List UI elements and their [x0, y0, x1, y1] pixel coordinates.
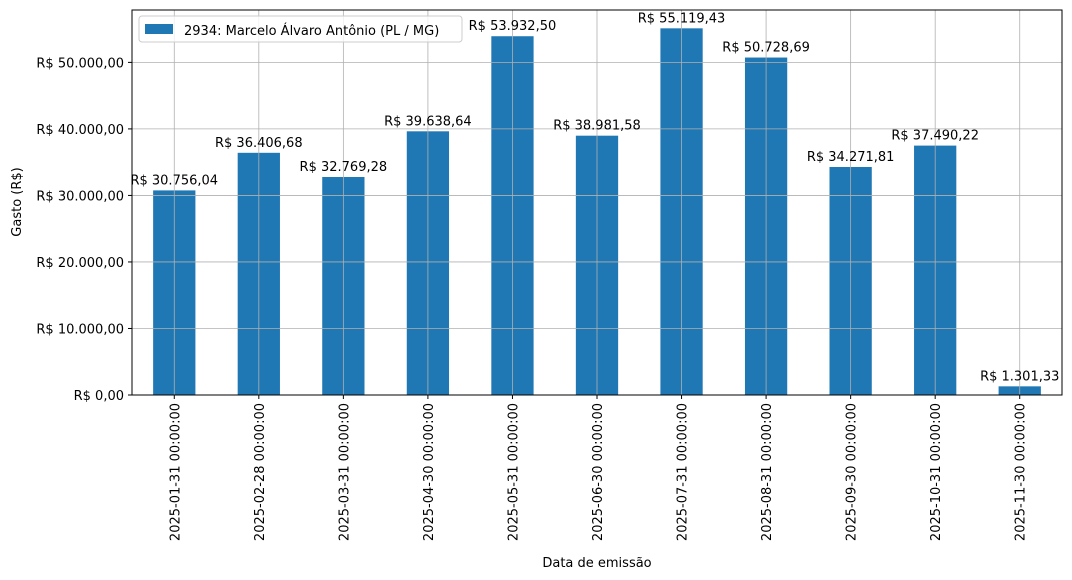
- legend-box: [138, 15, 463, 43]
- y-tick-label: R$ 40.000,00: [36, 123, 124, 138]
- y-axis-label: Gasto (R$): [10, 167, 25, 236]
- legend-entry: 2934: Marcelo Álvaro Antônio (PL / MG): [184, 23, 439, 39]
- y-tick-label: R$ 10.000,00: [36, 322, 124, 337]
- y-tick-label: R$ 30.000,00: [36, 189, 124, 204]
- x-tick-label: 2025-10-31 00:00:00: [929, 403, 944, 541]
- x-tick-label: 2025-11-30 00:00:00: [1014, 403, 1029, 541]
- x-tick-label: 2025-01-31 00:00:00: [168, 403, 183, 541]
- x-tick-label: 2025-04-30 00:00:00: [422, 403, 437, 541]
- data-label: R$ 39.638,64: [384, 114, 472, 129]
- data-label: R$ 32.769,28: [300, 160, 388, 175]
- x-tick-label: 2025-08-31 00:00:00: [760, 403, 775, 541]
- legend: 2934: Marcelo Álvaro Antônio (PL / MG): [138, 15, 463, 43]
- data-label: R$ 55.119,43: [638, 11, 726, 26]
- x-tick-label: 2025-06-30 00:00:00: [591, 403, 606, 541]
- x-tick-label: 2025-03-31 00:00:00: [337, 403, 352, 541]
- data-label: R$ 1.301,33: [980, 369, 1059, 384]
- data-label: R$ 36.406,68: [215, 136, 303, 151]
- data-label: R$ 34.271,81: [807, 150, 895, 165]
- x-tick-label: 2025-09-30 00:00:00: [845, 403, 860, 541]
- x-axis-label: Data de emissão: [542, 556, 651, 571]
- data-label: R$ 37.490,22: [891, 129, 979, 144]
- data-label: R$ 38.981,58: [553, 119, 641, 134]
- data-label: R$ 50.728,69: [722, 41, 810, 56]
- y-tick-label: R$ 0,00: [74, 389, 124, 404]
- x-tick-label: 2025-02-28 00:00:00: [253, 403, 268, 541]
- x-tick-label: 2025-05-31 00:00:00: [506, 403, 521, 541]
- y-tick-label: R$ 50.000,00: [36, 56, 124, 71]
- y-tick-label: R$ 20.000,00: [36, 256, 124, 271]
- data-label: R$ 30.756,04: [130, 173, 218, 188]
- x-tick-label: 2025-07-31 00:00:00: [676, 403, 691, 541]
- data-label: R$ 53.932,50: [469, 19, 557, 34]
- legend-swatch: [145, 24, 173, 34]
